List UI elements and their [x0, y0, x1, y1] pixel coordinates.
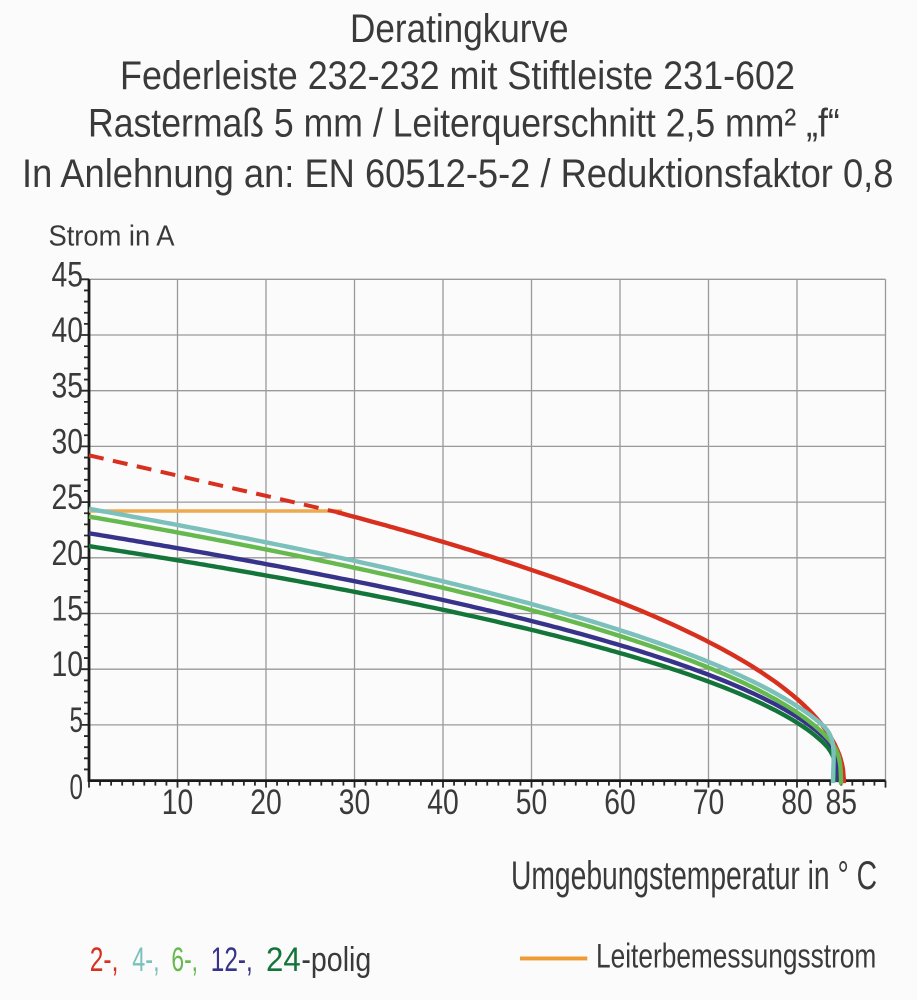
svg-text:Umgebungstemperatur in ° C: Umgebungstemperatur in ° C	[511, 854, 877, 898]
svg-text:40: 40	[427, 783, 459, 822]
svg-text:6-,: 6-,	[171, 941, 198, 979]
svg-text:24: 24	[266, 941, 301, 979]
svg-text:In Anlehnung an: EN 60512-5-2: In Anlehnung an: EN 60512-5-2 / Reduktio…	[22, 152, 893, 196]
svg-text:30: 30	[52, 422, 84, 461]
svg-text:35: 35	[52, 367, 84, 406]
svg-text:Deratingkurve: Deratingkurve	[350, 7, 569, 51]
svg-text:15: 15	[52, 590, 84, 629]
svg-text:2-,: 2-,	[90, 941, 119, 979]
svg-text:60: 60	[604, 783, 636, 822]
svg-text:-polig: -polig	[301, 941, 371, 979]
svg-text:50: 50	[516, 783, 548, 822]
svg-text:10: 10	[162, 783, 194, 822]
svg-text:Leiterbemessungsstrom: Leiterbemessungsstrom	[596, 938, 876, 976]
svg-text:45: 45	[52, 255, 84, 294]
svg-text:12-,: 12-,	[211, 941, 253, 979]
svg-text:5: 5	[70, 701, 84, 740]
svg-text:Strom in A: Strom in A	[49, 221, 176, 253]
svg-text:4-,: 4-,	[132, 941, 159, 979]
svg-text:0: 0	[70, 768, 84, 807]
svg-text:70: 70	[693, 783, 725, 822]
svg-text:30: 30	[339, 783, 371, 822]
svg-text:80: 80	[781, 783, 813, 822]
svg-text:20: 20	[250, 783, 282, 822]
svg-text:20: 20	[52, 534, 84, 573]
svg-text:40: 40	[52, 311, 84, 350]
svg-text:85: 85	[826, 783, 858, 822]
svg-text:10: 10	[52, 645, 84, 684]
svg-text:Rastermaß 5 mm / Leiterquersch: Rastermaß 5 mm / Leiterquerschnitt 2,5 m…	[88, 102, 840, 146]
svg-text:Federleiste 232-232 mit Stiftl: Federleiste 232-232 mit Stiftleiste 231-…	[120, 54, 795, 98]
svg-text:25: 25	[52, 478, 84, 517]
